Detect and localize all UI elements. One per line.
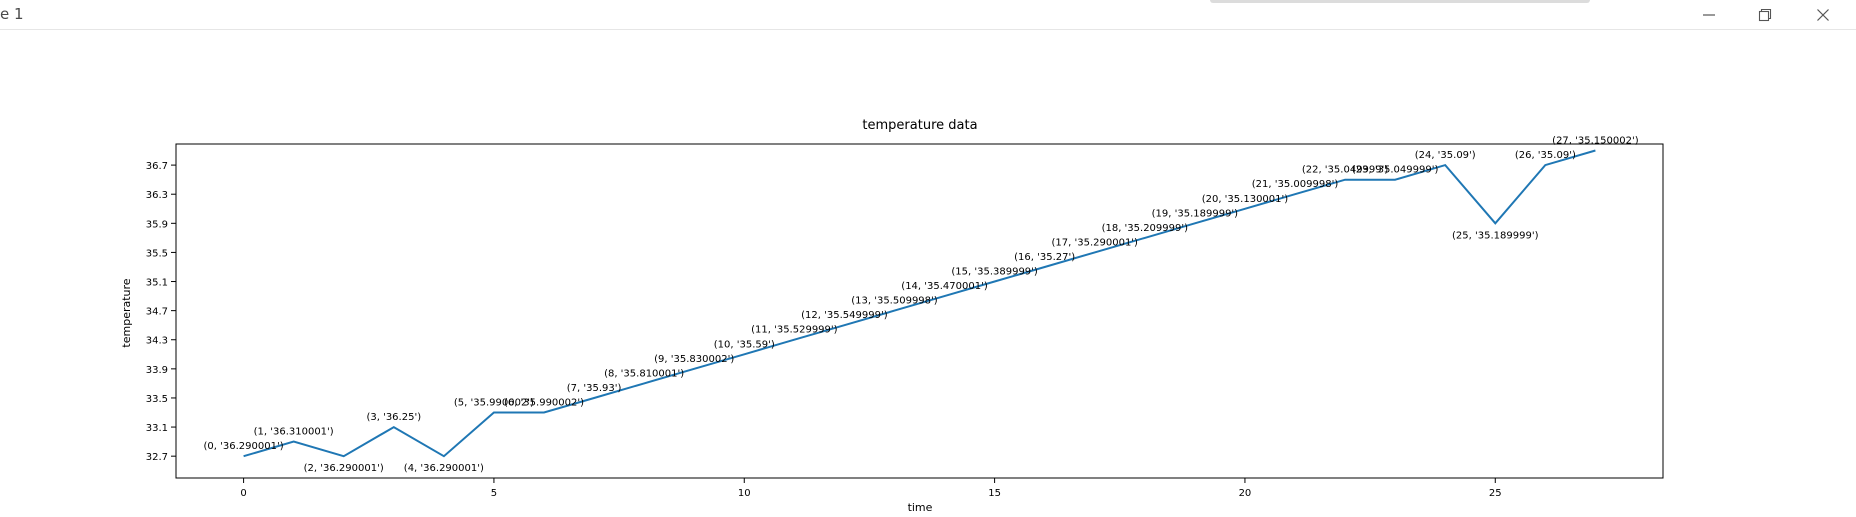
point-label: (26, '35.09') — [1515, 150, 1576, 161]
y-tick-label: 35.1 — [146, 278, 168, 289]
window-titlebar: e 1 — [0, 0, 1856, 30]
y-tick-label: 34.7 — [146, 307, 168, 318]
y-axis-label: temperature — [120, 278, 133, 347]
x-tick-label: 0 — [240, 488, 246, 499]
close-button[interactable] — [1794, 0, 1852, 29]
y-tick-label: 32.7 — [146, 452, 168, 463]
point-annotations: (0, '36.290001') (1, '36.310001') (2, '36.… — [204, 136, 1639, 475]
window-title: e 1 — [0, 5, 24, 23]
y-tick-label: 35.9 — [146, 219, 168, 230]
point-label: (4, '36.290001') — [404, 463, 484, 474]
x-tick-label: 5 — [491, 488, 497, 499]
x-axis-label: time — [908, 501, 933, 513]
point-label: (24, '35.09') — [1415, 150, 1476, 161]
y-tick-label: 33.1 — [146, 423, 168, 434]
point-label: (3, '36.25') — [366, 412, 421, 423]
point-label: (17, '35.290001') — [1052, 237, 1139, 248]
point-label: (19, '35.189999') — [1152, 208, 1239, 219]
y-tick-label: 34.3 — [146, 336, 168, 347]
close-icon — [1817, 8, 1829, 21]
point-label: (16, '35.27') — [1014, 252, 1075, 263]
plot-frame — [175, 143, 1664, 479]
point-label: (23, '35.049999') — [1352, 165, 1439, 176]
point-label: (8, '35.810001') — [604, 368, 684, 379]
point-label: (7, '35.93') — [567, 383, 622, 394]
point-label: (10, '35.59') — [714, 339, 775, 350]
point-label: (0, '36.290001') — [204, 441, 284, 452]
y-tick-label: 36.7 — [146, 161, 168, 172]
point-label: (11, '35.529999') — [751, 325, 838, 336]
minimize-icon — [1703, 13, 1715, 16]
x-tick-label: 25 — [1489, 488, 1502, 499]
point-label: (2, '36.290001') — [304, 463, 384, 474]
point-label: (14, '35.470001') — [901, 281, 988, 292]
x-tick-label: 20 — [1239, 488, 1252, 499]
window-shadow-strip — [1210, 0, 1590, 3]
point-label: (1, '36.310001') — [254, 427, 334, 438]
chart-title: temperature data — [862, 118, 977, 133]
point-label: (6, '35.990002') — [504, 398, 584, 409]
restore-icon — [1758, 8, 1772, 21]
temperature-line-chart: temperature data 0 5 10 15 20 25 32.7 33.1 33.5… — [120, 118, 1664, 514]
point-label: (25, '35.189999') — [1452, 230, 1539, 241]
y-tick-label: 33.5 — [146, 394, 168, 405]
series-line-temperature — [243, 149, 1596, 458]
point-label: (9, '35.830002') — [654, 354, 734, 365]
x-tick-label: 10 — [738, 488, 751, 499]
point-label: (13, '35.509998') — [851, 296, 938, 307]
y-tick-label: 35.5 — [146, 248, 168, 259]
restore-button[interactable] — [1736, 0, 1794, 29]
point-label: (20, '35.130001') — [1202, 194, 1289, 205]
point-label: (5, '35.990002') — [454, 398, 534, 409]
y-tick-label: 36.3 — [146, 190, 168, 201]
figure-canvas: temperature data 0 5 10 15 20 25 32.7 33.1 33.5… — [0, 30, 1856, 514]
minimize-button[interactable] — [1680, 0, 1738, 29]
x-tick-label: 15 — [988, 488, 1001, 499]
point-label: (12, '35.549999') — [801, 310, 888, 321]
point-label: (18, '35.209999') — [1102, 223, 1189, 234]
point-label: (15, '35.389999') — [951, 267, 1038, 278]
point-label: (22, '35.049999') — [1302, 165, 1389, 176]
x-axis: 0 5 10 15 20 25 — [240, 478, 1502, 499]
y-axis: 32.7 33.1 33.5 33.9 34.3 34.7 35.1 35.5 35.9 36.3… — [146, 161, 176, 463]
point-label: (27, '35.150002') — [1552, 136, 1639, 147]
y-tick-label: 33.9 — [146, 365, 168, 376]
point-label: (21, '35.009998') — [1252, 179, 1339, 190]
